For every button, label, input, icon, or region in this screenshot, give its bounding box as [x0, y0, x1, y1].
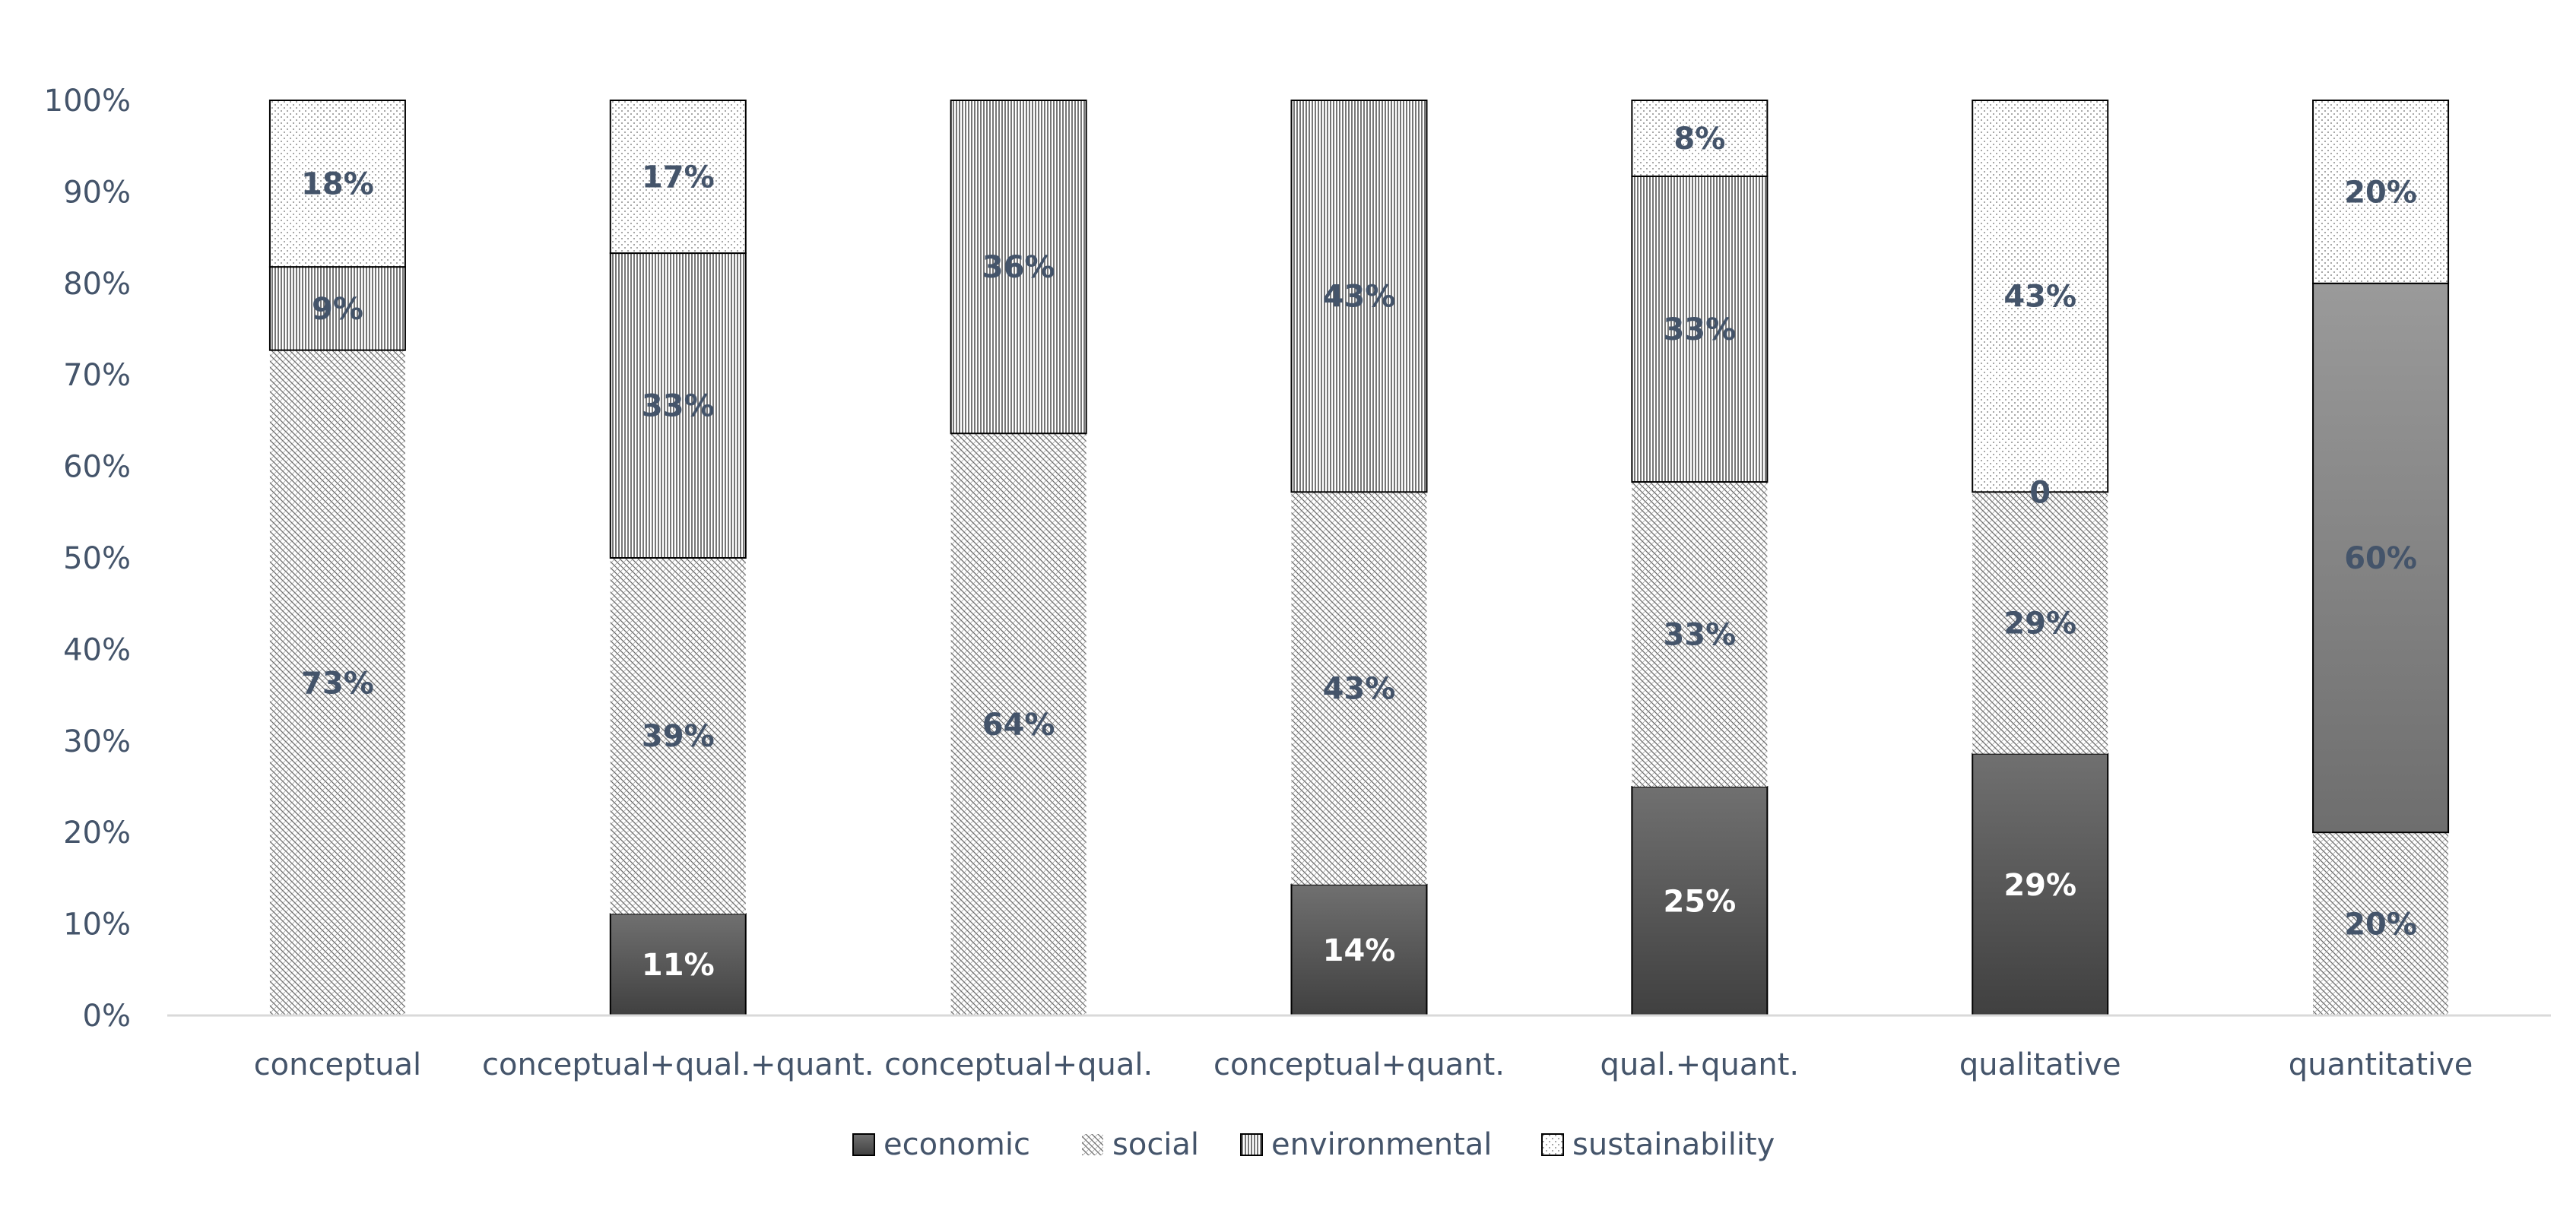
bar-labels: 73% 9% 18% 11% 39% 33% 17% 64% 36% 14% 43% 43% 25% 33…: [301, 122, 2417, 983]
x-tick-label: qual.+quant.: [1600, 1047, 1800, 1082]
legend: economic social environmental sustainabilit…: [852, 1127, 1775, 1162]
y-tick-label: 40%: [63, 632, 131, 667]
bar-segment-sustainability: [1631, 100, 1769, 177]
y-tick-label: 50%: [63, 541, 131, 576]
bar-segment-environmental: [1631, 175, 1769, 483]
data-label-economic: 11%: [642, 948, 715, 983]
y-tick-label: 70%: [63, 358, 131, 393]
bar-segment-social: [950, 433, 1087, 1015]
y-tick-label: 90%: [63, 175, 131, 210]
bar-segment-sustainability: [2312, 100, 2450, 284]
y-tick-label: 10%: [63, 908, 131, 942]
bar-segment-sustainability: [609, 100, 747, 255]
x-tick-label: qualitative: [1959, 1047, 2121, 1082]
y-axis: 0% 10% 20% 30% 40% 50% 60% 70% 80% 90% 100%: [44, 84, 131, 1034]
bar-segment-social: [1972, 492, 2108, 754]
data-label-sustainability: 20%: [2344, 175, 2417, 210]
bar-segment-environmental: [950, 100, 1087, 435]
data-label-social: 43%: [1323, 672, 1396, 707]
legend-label-economic: economic: [884, 1127, 1030, 1162]
x-tick-label: conceptual: [254, 1047, 421, 1082]
y-tick-label: 100%: [44, 84, 131, 119]
data-label-environmental: 36%: [982, 250, 1055, 285]
bar-segment-environmental: [1290, 100, 1428, 493]
bar-segment-sustainability: [268, 100, 406, 268]
bar-segment-environmental: [268, 266, 406, 351]
legend-swatch-sustainability: [1541, 1133, 1564, 1156]
data-label-environmental: 43%: [1323, 280, 1396, 315]
data-label-social: 33%: [1663, 618, 1736, 653]
bar-segment-social: [2313, 832, 2449, 1015]
data-label-social: 73%: [301, 666, 374, 701]
data-label-sustainability: 18%: [301, 167, 374, 202]
legend-label-social: social: [1112, 1127, 1199, 1162]
bar-segment-social: [1632, 482, 1768, 787]
legend-label-sustainability: sustainability: [1572, 1127, 1775, 1162]
legend-swatch-social: [1082, 1134, 1103, 1155]
legend-swatch-economic: [852, 1133, 875, 1156]
y-tick-label: 30%: [63, 724, 131, 759]
data-label-sustainability: 8%: [1673, 122, 1725, 157]
y-tick-label: 20%: [63, 816, 131, 851]
y-tick-label: 60%: [63, 450, 131, 485]
x-tick-label: conceptual+qual.: [884, 1047, 1153, 1082]
bar-segment-social: [610, 558, 746, 914]
legend-swatch-environmental: [1240, 1133, 1263, 1156]
bar-segment-economic: [2312, 282, 2450, 834]
bar-segment-sustainability: [1972, 100, 2109, 493]
x-tick-label: quantitative: [2289, 1047, 2473, 1082]
bar-segment-social: [1291, 492, 1427, 885]
data-label-environmental: 0: [2029, 475, 2051, 510]
x-tick-label: conceptual+qual.+quant.: [482, 1047, 874, 1082]
data-label-economic: 14%: [1323, 933, 1396, 968]
data-label-social: 29%: [2003, 606, 2076, 641]
data-label-environmental: 33%: [1663, 312, 1736, 347]
legend-label-environmental: environmental: [1271, 1127, 1492, 1162]
data-label-environmental: 33%: [642, 389, 715, 424]
data-label-sustainability: 17%: [642, 160, 715, 195]
data-label-economic: 29%: [2003, 868, 2076, 903]
y-tick-label: 80%: [63, 267, 131, 302]
x-tick-label: conceptual+quant.: [1213, 1047, 1505, 1082]
data-label-social: 64%: [982, 708, 1055, 743]
bar-segment-economic: [1972, 752, 2109, 1016]
bars: [268, 100, 2450, 1016]
data-label-social: 20%: [2344, 908, 2417, 942]
data-label-environmental: 9%: [312, 292, 363, 327]
y-tick-label: 0%: [83, 999, 131, 1034]
bar-segment-social: [269, 350, 405, 1015]
data-label-social: 39%: [642, 719, 715, 754]
data-label-economic: 60%: [2344, 541, 2417, 576]
bar-segment-economic: [609, 913, 747, 1016]
data-label-sustainability: 43%: [2003, 280, 2076, 315]
x-axis: conceptual conceptual+qual.+quant. concept…: [167, 1014, 2551, 1082]
data-label-economic: 25%: [1663, 885, 1736, 920]
